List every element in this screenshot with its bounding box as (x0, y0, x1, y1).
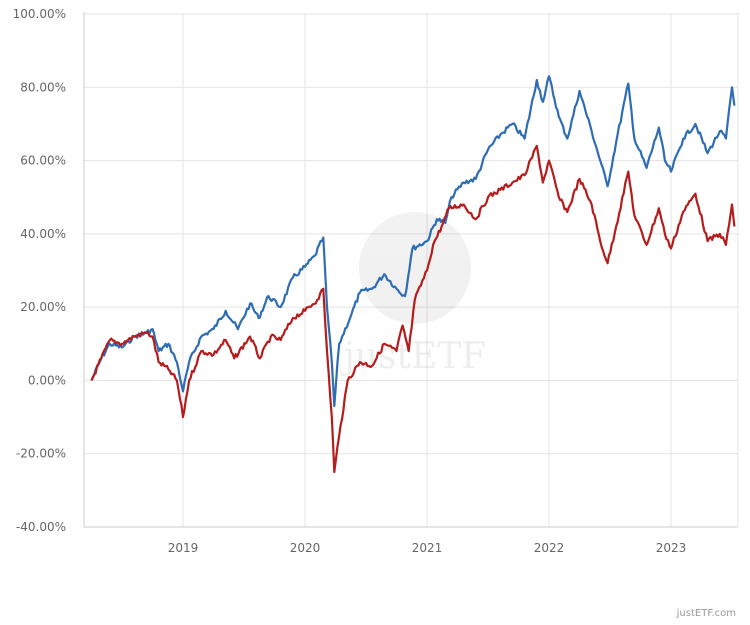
y-tick-label: -40.00% (16, 520, 66, 534)
series-line-2 (90, 144, 736, 474)
y-tick-label: 0.00% (28, 373, 66, 387)
y-tick-label: 20.00% (20, 300, 66, 314)
x-tick-label: 2022 (534, 541, 565, 555)
grid (84, 13, 738, 528)
y-tick-label: 40.00% (20, 227, 66, 241)
svg-text:justETF: justETF (340, 336, 487, 377)
source-credit[interactable]: justETF.com (676, 608, 736, 619)
y-tick-label: 60.00% (20, 154, 66, 168)
x-tick-label: 2020 (290, 541, 321, 555)
series-lines (90, 75, 736, 474)
justetf-watermark: justETF (340, 212, 487, 377)
y-tick-label: 100.00% (13, 7, 66, 21)
y-tick-label: -20.00% (16, 447, 66, 461)
x-tick-label: 2021 (412, 541, 443, 555)
x-tick-label: 2019 (168, 541, 199, 555)
y-tick-label: 80.00% (20, 80, 66, 94)
axes: -40.00% -20.00% 0.00% 20.00% 40.00% 60.00% 80.… (13, 7, 739, 555)
series-line-1 (90, 75, 736, 408)
x-tick-label: 2023 (656, 541, 687, 555)
